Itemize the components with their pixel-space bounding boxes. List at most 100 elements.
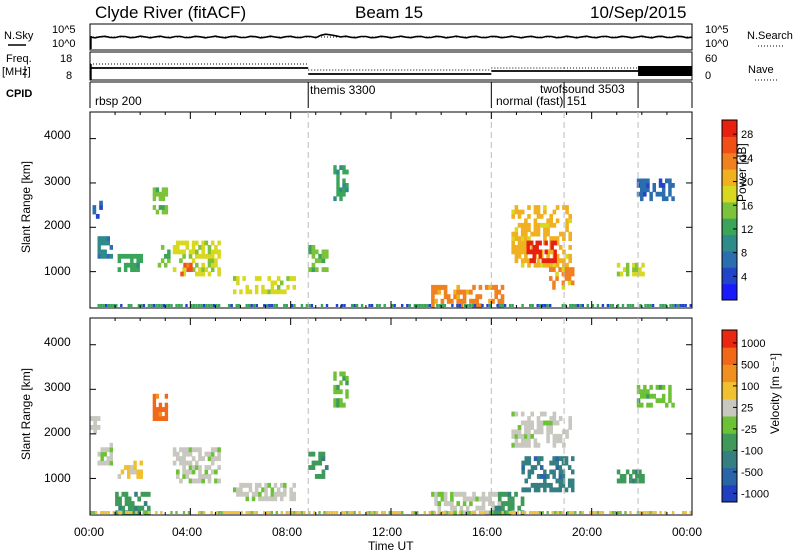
velocity-colorbar-tick-label: 100	[741, 381, 759, 393]
velocity-cell	[152, 393, 157, 399]
power-strip-cell	[137, 304, 141, 307]
velocity-strip-cell	[275, 511, 278, 514]
velocity-cell	[143, 491, 148, 497]
velocity-strip-cell	[125, 511, 128, 514]
power-strip-cell	[401, 304, 404, 307]
freq-hi: 18	[60, 53, 73, 65]
power-strip-cell	[273, 304, 276, 307]
power-cell	[549, 262, 553, 268]
velocity-cell	[283, 491, 287, 497]
velocity-cell	[158, 416, 163, 421]
power-cell	[191, 267, 196, 272]
velocity-cell	[210, 469, 215, 475]
power-strip-cell	[498, 304, 502, 307]
velocity-strip-cell	[639, 511, 642, 514]
velocity-strip-cell	[601, 511, 605, 514]
velocity-cell	[524, 438, 528, 444]
velocity-cell	[450, 496, 454, 502]
velocity-strip-cell	[147, 511, 151, 514]
power-cell	[276, 284, 281, 290]
power-cell	[160, 245, 165, 250]
power-cell	[339, 196, 343, 202]
velocity-cell	[127, 474, 131, 479]
power-cell	[172, 245, 177, 250]
velocity-cell	[524, 420, 528, 426]
velocity-cell	[321, 469, 326, 475]
mode-label-2: themis 3300	[310, 83, 376, 97]
power-cell	[535, 245, 539, 250]
velocity-strip-cell	[255, 511, 258, 514]
velocity-cell	[188, 465, 193, 470]
power-cell	[555, 258, 560, 264]
power-strip-cell	[207, 304, 211, 307]
power-cell	[517, 236, 522, 241]
velocity-cell	[501, 501, 505, 507]
velocity-strip-cell	[333, 511, 336, 514]
velocity-region-5	[172, 447, 221, 484]
power-strip-cell	[155, 304, 158, 307]
power-cell	[97, 249, 101, 255]
power-colorbar-segment	[722, 250, 737, 268]
power-cell	[130, 262, 134, 268]
velocity-strip-cell	[263, 511, 266, 514]
power-cell	[555, 276, 559, 281]
velocity-strip-cell	[591, 511, 595, 514]
power-cell	[565, 222, 569, 228]
velocity-cell	[201, 478, 205, 484]
velocity-strip-cell	[483, 511, 487, 514]
power-strip-cell	[689, 304, 692, 307]
velocity-cell	[527, 438, 531, 444]
power-cell	[164, 187, 169, 193]
power-cell	[161, 205, 166, 210]
velocity-cell	[198, 478, 202, 484]
velocity-strip-cell	[313, 511, 316, 514]
velocity-cell	[308, 465, 312, 470]
power-cell	[538, 240, 542, 246]
velocity-cell	[103, 447, 107, 453]
velocity-cell	[336, 398, 340, 404]
velocity-cell	[195, 465, 199, 470]
velocity-strip-cell	[508, 511, 512, 514]
velocity-cell	[172, 460, 177, 466]
velocity-region-14	[616, 469, 645, 484]
power-cell	[440, 284, 445, 290]
power-strip-cell	[669, 304, 672, 307]
power-cell	[640, 178, 644, 184]
xtick-2: 08:00	[272, 525, 303, 539]
power-cell	[201, 267, 205, 272]
power-cell	[176, 249, 180, 255]
velocity-cell	[130, 465, 134, 470]
power-cell	[283, 289, 287, 295]
power-cell	[555, 262, 560, 268]
power-cell	[314, 258, 319, 264]
velocity-cell	[638, 478, 642, 484]
power-region-1	[92, 200, 103, 219]
power-cell	[321, 258, 326, 264]
velocity-panel-frame	[89, 317, 693, 516]
velocity-cell	[100, 456, 104, 462]
power-strip-cell	[250, 304, 253, 307]
velocity-cell	[342, 402, 346, 408]
velocity-cell	[270, 487, 275, 493]
power-cell	[517, 249, 522, 255]
power-cell	[550, 258, 554, 264]
power-cell	[446, 294, 451, 300]
power-cell	[100, 236, 104, 241]
power-cell	[210, 240, 215, 246]
velocity-cell	[546, 438, 550, 444]
velocity-strip-cell	[290, 511, 294, 514]
power-cell	[511, 214, 515, 219]
power-strip-cell	[649, 304, 652, 307]
power-strip-cell	[436, 304, 439, 307]
velocity-cell	[456, 491, 460, 497]
velocity-cell	[109, 460, 113, 466]
velocity-strip-cell	[300, 511, 304, 514]
power-cell	[533, 209, 538, 215]
velocity-strip-cell	[295, 511, 299, 514]
velocity-cell	[127, 501, 132, 507]
power-strip-cell	[215, 304, 218, 307]
power-cell	[152, 205, 157, 210]
velocity-cell	[668, 398, 672, 404]
power-cell	[668, 178, 672, 184]
power-cell	[661, 191, 666, 197]
